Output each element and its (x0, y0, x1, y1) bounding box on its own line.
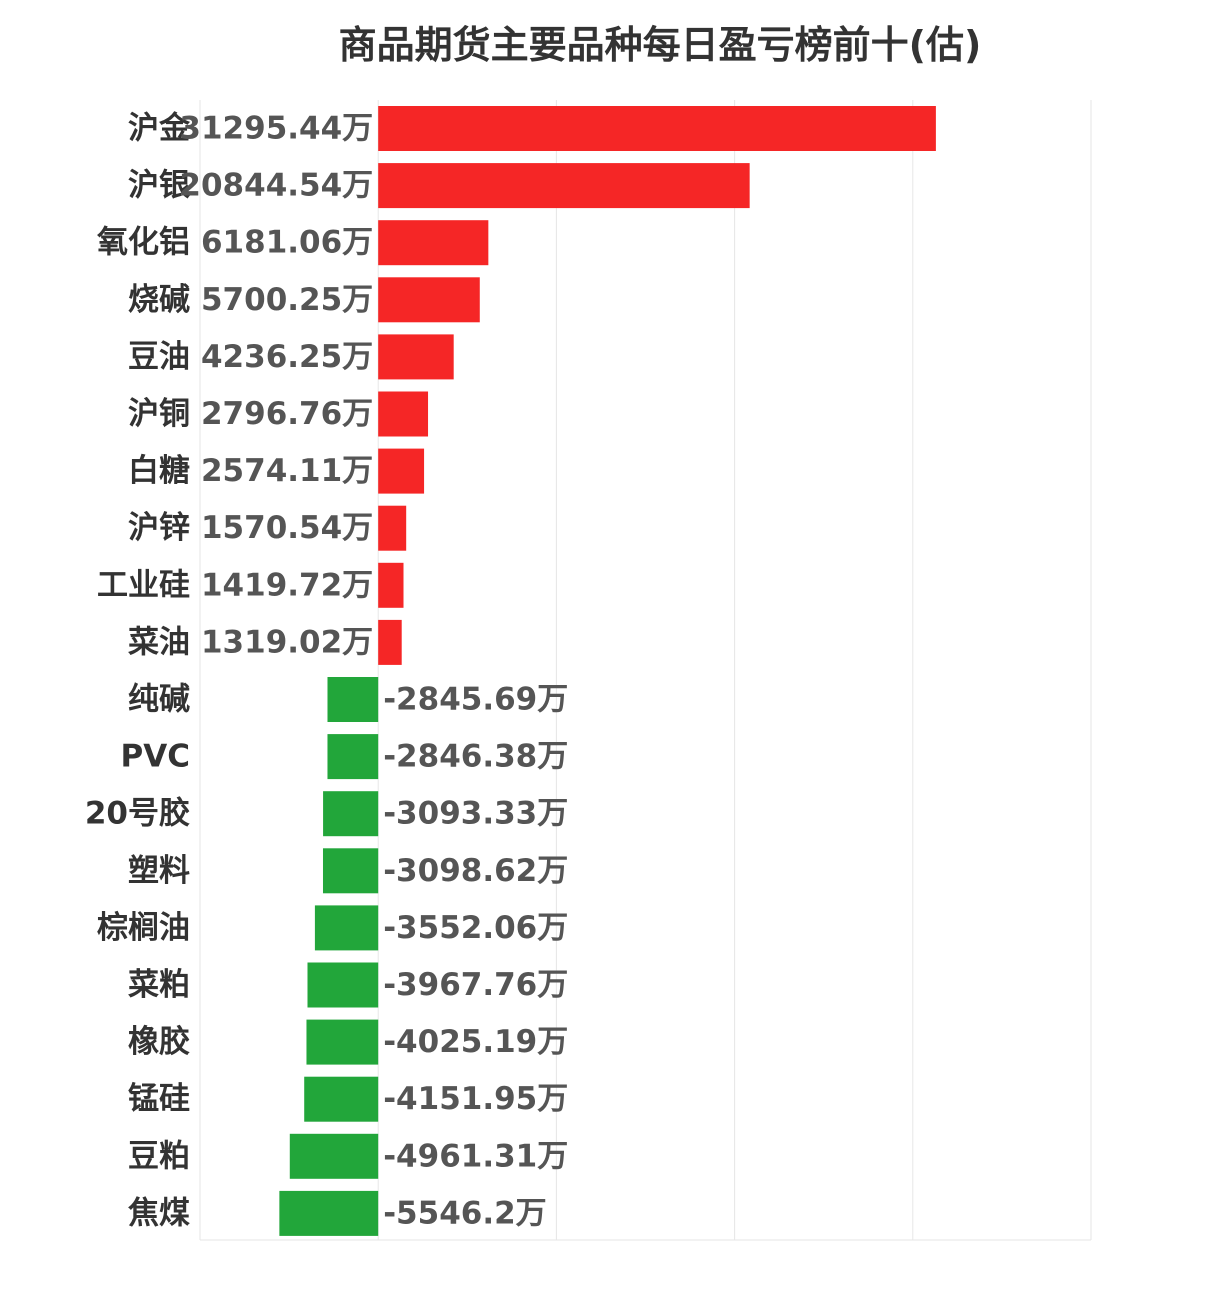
category-label-4: 豆油 (128, 339, 190, 375)
value-label-0: 31295.44万 (179, 111, 373, 147)
value-label-6: 2574.11万 (201, 453, 373, 489)
value-label-15: -3967.76万 (383, 967, 568, 1003)
category-label-17: 锰硅 (128, 1081, 190, 1117)
category-label-18: 豆粕 (128, 1138, 190, 1174)
value-label-16: -4025.19万 (383, 1024, 568, 1060)
category-label-8: 工业硅 (97, 567, 190, 603)
category-label-12: 20号胶 (85, 796, 190, 832)
value-label-5: 2796.76万 (201, 396, 373, 432)
bar-12 (323, 791, 379, 837)
value-label-11: -2846.38万 (383, 739, 568, 775)
bar-3 (378, 277, 480, 323)
bar-18 (289, 1133, 379, 1179)
value-label-9: 1319.02万 (201, 624, 373, 660)
value-label-19: -5546.2万 (383, 1195, 547, 1231)
chart-title: 商品期货主要品种每日盈亏榜前十(估) (338, 23, 982, 67)
bar-16 (306, 1019, 379, 1065)
category-label-2: 氧化铝 (97, 225, 190, 261)
value-label-10: -2845.69万 (383, 682, 568, 718)
value-label-12: -3093.33万 (383, 796, 568, 832)
bar-14 (314, 905, 379, 951)
bar-13 (322, 848, 379, 894)
value-label-7: 1570.54万 (201, 510, 373, 546)
bar-1 (378, 163, 750, 209)
value-label-13: -3098.62万 (383, 853, 568, 889)
bar-7 (378, 505, 407, 551)
bars (279, 106, 936, 1236)
value-label-8: 1419.72万 (201, 567, 373, 603)
bar-5 (378, 391, 429, 437)
category-label-13: 塑料 (128, 853, 190, 889)
bar-6 (378, 448, 425, 494)
category-label-10: 纯碱 (128, 682, 190, 718)
bar-0 (378, 106, 936, 151)
bar-9 (378, 619, 402, 665)
bar-15 (307, 962, 379, 1008)
bar-17 (304, 1076, 379, 1122)
value-label-4: 4236.25万 (201, 339, 373, 375)
category-label-7: 沪锌 (128, 510, 190, 546)
bar-8 (378, 562, 404, 608)
value-label-1: 20844.54万 (179, 168, 373, 204)
bar-2 (378, 220, 489, 266)
category-label-14: 棕榈油 (97, 910, 190, 946)
bar-10 (327, 677, 379, 722)
bar-19 (279, 1190, 379, 1236)
category-label-19: 焦煤 (128, 1195, 190, 1231)
value-label-14: -3552.06万 (383, 910, 568, 946)
value-label-18: -4961.31万 (383, 1138, 568, 1174)
category-label-0: 沪金 (128, 111, 191, 147)
category-label-11: PVC (121, 739, 190, 775)
category-label-9: 菜油 (128, 624, 190, 660)
value-label-17: -4151.95万 (383, 1081, 568, 1117)
category-label-16: 橡胶 (128, 1024, 190, 1060)
category-label-6: 白糖 (128, 453, 190, 489)
bar-4 (378, 334, 454, 380)
category-label-15: 菜粕 (128, 967, 190, 1003)
grid-lines (199, 100, 1092, 1241)
bar-11 (327, 734, 379, 780)
category-label-3: 烧碱 (128, 282, 190, 318)
value-label-3: 5700.25万 (201, 282, 373, 318)
category-label-5: 沪铜 (128, 396, 190, 432)
category-label-1: 沪银 (128, 168, 190, 204)
value-label-2: 6181.06万 (201, 225, 373, 261)
